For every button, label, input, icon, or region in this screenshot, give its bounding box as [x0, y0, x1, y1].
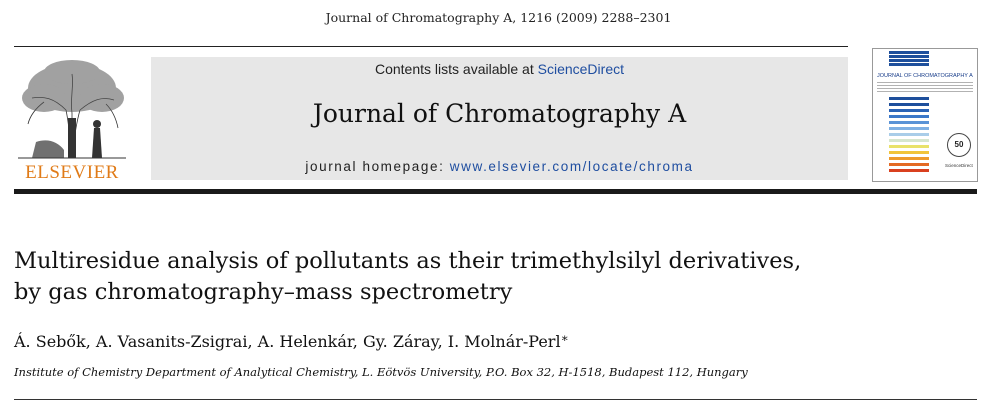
journal-citation: Journal of Chromatography A, 1216 (2009)…	[325, 10, 672, 25]
homepage-link[interactable]: www.elsevier.com/locate/chroma	[449, 159, 694, 174]
cover-stripe	[889, 63, 929, 66]
cover-stripe	[889, 133, 929, 136]
cover-stripe	[889, 55, 929, 58]
cover-stripe	[889, 51, 929, 54]
corresponding-author-mark[interactable]: ∗	[560, 331, 569, 345]
elsevier-logo[interactable]: ELSEVIER	[14, 58, 130, 184]
section-divider	[14, 399, 977, 400]
author-list: Á. Sebők, A. Vasanits-Zsigrai, A. Helenk…	[14, 331, 954, 351]
author-names: Á. Sebők, A. Vasanits-Zsigrai, A. Helenk…	[14, 332, 561, 351]
cover-publisher: ScienceDirect	[945, 163, 973, 168]
contents-prefix: Contents lists available at	[374, 61, 538, 77]
article-title-line-1: Multiresidue analysis of pollutants as t…	[14, 248, 802, 274]
anniversary-badge-icon: 50	[947, 133, 971, 157]
journal-title: Journal of Chromatography A	[312, 99, 687, 128]
cover-stripe	[889, 145, 929, 148]
journal-banner: Contents lists available at ScienceDirec…	[151, 57, 848, 180]
cover-stripe	[889, 163, 929, 166]
author-affiliation: Institute of Chemistry Department of Ana…	[14, 365, 748, 379]
cover-stripe	[889, 103, 929, 106]
cover-title: JOURNAL OF CHROMATOGRAPHY A	[877, 73, 973, 79]
cover-stripe	[889, 59, 929, 62]
elsevier-tree-icon	[18, 60, 126, 159]
cover-stripe	[889, 127, 929, 130]
article-title: Multiresidue analysis of pollutants as t…	[14, 246, 954, 308]
header-bottom-rule	[14, 189, 977, 194]
cover-stripe	[889, 151, 929, 154]
cover-stripe	[889, 157, 929, 160]
cover-stripe	[889, 121, 929, 124]
homepage-prefix: journal homepage:	[305, 159, 450, 174]
cover-stripe	[889, 169, 929, 172]
cover-stripe	[889, 97, 929, 100]
cover-stripe	[889, 139, 929, 142]
cover-stripe	[889, 109, 929, 112]
cover-stripe	[889, 115, 929, 118]
journal-homepage: journal homepage: www.elsevier.com/locat…	[151, 159, 848, 174]
article-title-line-2: by gas chromatography–mass spectrometry	[14, 279, 513, 305]
cover-subtitle-lines	[877, 82, 973, 92]
sciencedirect-link[interactable]: ScienceDirect	[537, 61, 624, 77]
header-top-rule	[14, 46, 848, 47]
contents-availability: Contents lists available at ScienceDirec…	[151, 61, 848, 77]
journal-cover-thumbnail[interactable]: JOURNAL OF CHROMATOGRAPHY A 50 ScienceDi…	[872, 48, 978, 182]
elsevier-wordmark: ELSEVIER	[25, 162, 119, 183]
